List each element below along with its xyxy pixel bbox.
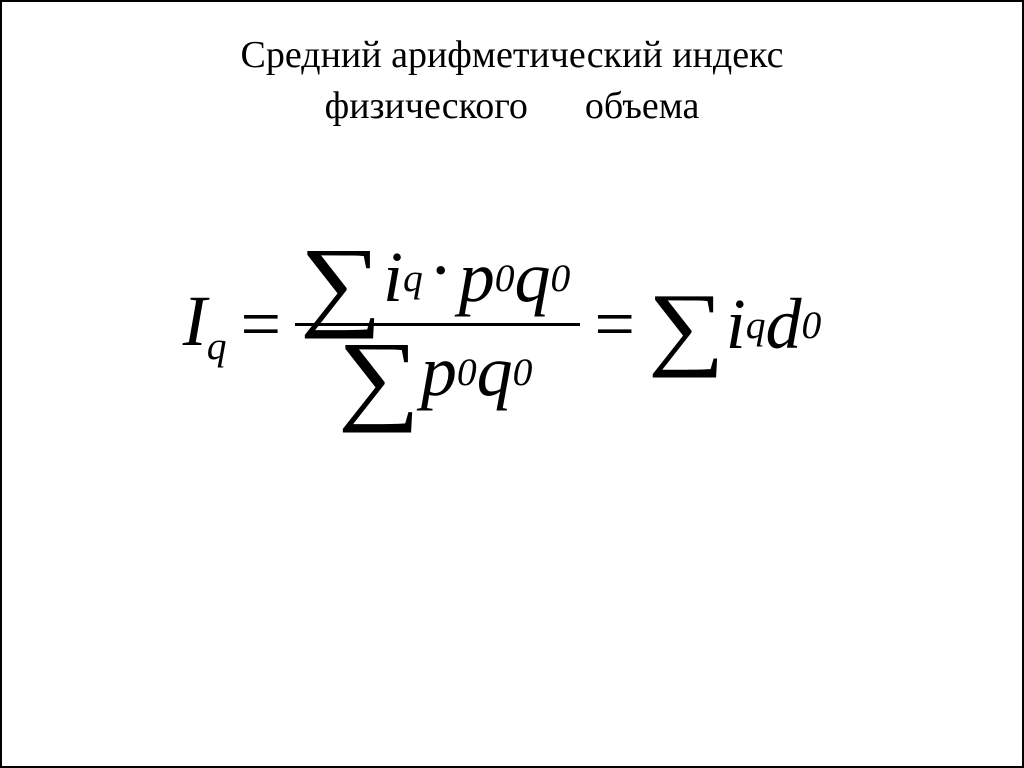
lhs-var: I	[183, 281, 207, 361]
denominator: ∑ p0q0	[333, 326, 542, 417]
rhs-d-sub: 0	[802, 302, 822, 348]
den-q-sub: 0	[513, 349, 533, 395]
equals-2: =	[594, 283, 635, 366]
title-line-1: Средний арифметический индекс	[241, 34, 784, 76]
num-i: i	[383, 236, 403, 319]
fraction: ∑ iq · p0q0 ∑ p0q0	[295, 232, 580, 417]
slide-title: Средний арифметический индекс физическог…	[2, 30, 1022, 133]
rhs-i: i	[726, 283, 746, 366]
sigma-icon: ∑	[300, 243, 383, 324]
num-p: p	[459, 236, 495, 319]
equals-1: =	[240, 283, 281, 366]
formula-container: Iq = ∑ iq · p0q0 ∑ p0q0 = ∑ iqd0	[2, 232, 1022, 417]
slide-frame: Средний арифметический индекс физическог…	[0, 0, 1024, 768]
rhs-i-sub: q	[746, 302, 766, 348]
num-q-sub: 0	[551, 255, 571, 301]
num-p-sub: 0	[495, 255, 515, 301]
num-i-sub: q	[403, 255, 423, 301]
lhs: Iq	[183, 280, 227, 369]
sigma-icon: ∑	[338, 337, 421, 418]
lhs-sub: q	[207, 324, 227, 368]
rhs: ∑ iqd0	[649, 283, 821, 366]
cdot-icon: ·	[429, 229, 453, 312]
num-q: q	[515, 236, 551, 319]
numerator: ∑ iq · p0q0	[295, 232, 580, 323]
title-line-2: физического объема	[325, 85, 700, 127]
den-p: p	[421, 330, 457, 413]
den-q: q	[477, 330, 513, 413]
rhs-d: d	[766, 283, 802, 366]
den-p-sub: 0	[457, 349, 477, 395]
formula: Iq = ∑ iq · p0q0 ∑ p0q0 = ∑ iqd0	[183, 232, 822, 417]
sigma-icon: ∑	[648, 291, 725, 366]
